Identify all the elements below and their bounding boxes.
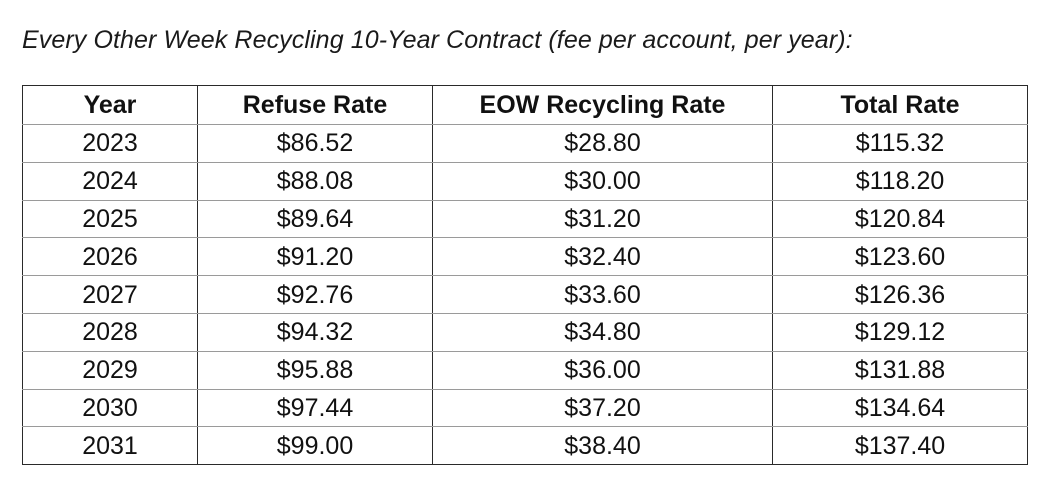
cell-eow-recycling-rate: $33.60 <box>432 275 773 314</box>
table-row: 2023 $86.52 $28.80 $115.32 <box>22 124 1028 163</box>
cell-refuse-rate: $97.44 <box>197 388 433 428</box>
cell-year: 2023 <box>22 124 198 163</box>
cell-year: 2030 <box>22 388 198 428</box>
cell-eow-recycling-rate: $32.40 <box>432 237 773 277</box>
cell-year: 2024 <box>22 161 198 201</box>
cell-eow-recycling-rate: $34.80 <box>432 312 773 352</box>
header-refuse-rate: Refuse Rate <box>197 85 433 125</box>
cell-year: 2025 <box>22 199 198 239</box>
cell-refuse-rate: $86.52 <box>197 124 433 163</box>
cell-year: 2026 <box>22 237 198 277</box>
table-caption: Every Other Week Recycling 10-Year Contr… <box>22 26 853 54</box>
cell-eow-recycling-rate: $28.80 <box>432 124 773 163</box>
cell-total-rate: $137.40 <box>772 426 1028 466</box>
header-year: Year <box>22 85 198 125</box>
cell-refuse-rate: $91.20 <box>197 237 433 277</box>
cell-total-rate: $134.64 <box>772 388 1028 428</box>
cell-eow-recycling-rate: $36.00 <box>432 350 773 390</box>
cell-refuse-rate: $99.00 <box>197 426 433 466</box>
header-eow-recycling-rate: EOW Recycling Rate <box>432 85 773 125</box>
header-row: Year Refuse Rate EOW Recycling Rate Tota… <box>22 85 1028 125</box>
cell-eow-recycling-rate: $31.20 <box>432 199 773 239</box>
table-row: 2029 $95.88 $36.00 $131.88 <box>22 350 1028 390</box>
cell-refuse-rate: $92.76 <box>197 275 433 314</box>
cell-total-rate: $129.12 <box>772 312 1028 352</box>
table-row: 2028 $94.32 $34.80 $129.12 <box>22 312 1028 352</box>
cell-total-rate: $123.60 <box>772 237 1028 277</box>
cell-year: 2031 <box>22 426 198 466</box>
table-row: 2030 $97.44 $37.20 $134.64 <box>22 388 1028 428</box>
table-row: 2024 $88.08 $30.00 $118.20 <box>22 161 1028 201</box>
cell-year: 2029 <box>22 350 198 390</box>
cell-year: 2028 <box>22 312 198 352</box>
cell-total-rate: $131.88 <box>772 350 1028 390</box>
cell-refuse-rate: $89.64 <box>197 199 433 239</box>
cell-total-rate: $126.36 <box>772 275 1028 314</box>
table-row: 2031 $99.00 $38.40 $137.40 <box>22 426 1028 466</box>
cell-year: 2027 <box>22 275 198 314</box>
cell-refuse-rate: $94.32 <box>197 312 433 352</box>
table-row: 2027 $92.76 $33.60 $126.36 <box>22 275 1028 314</box>
cell-refuse-rate: $88.08 <box>197 161 433 201</box>
rate-table: Year Refuse Rate EOW Recycling Rate Tota… <box>22 85 1028 466</box>
cell-refuse-rate: $95.88 <box>197 350 433 390</box>
table-row: 2026 $91.20 $32.40 $123.60 <box>22 237 1028 277</box>
header-total-rate: Total Rate <box>772 85 1028 125</box>
cell-total-rate: $118.20 <box>772 161 1028 201</box>
cell-total-rate: $120.84 <box>772 199 1028 239</box>
cell-eow-recycling-rate: $30.00 <box>432 161 773 201</box>
cell-total-rate: $115.32 <box>772 124 1028 163</box>
table-row: 2025 $89.64 $31.20 $120.84 <box>22 199 1028 239</box>
cell-eow-recycling-rate: $38.40 <box>432 426 773 466</box>
cell-eow-recycling-rate: $37.20 <box>432 388 773 428</box>
